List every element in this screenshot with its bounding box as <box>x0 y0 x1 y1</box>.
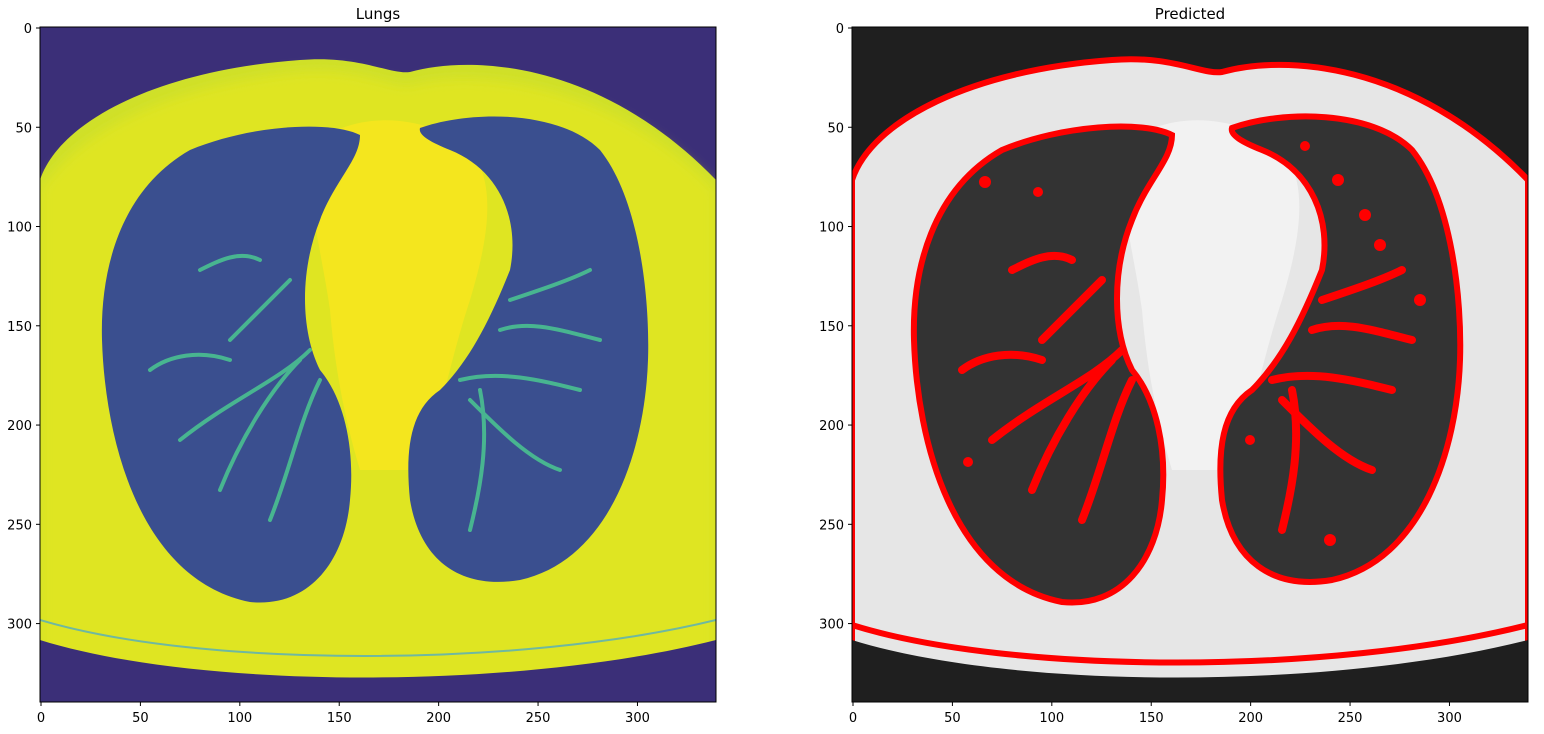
y-tick-label: 200 <box>7 419 32 434</box>
y-tick-label: 200 <box>819 419 844 434</box>
panel-predicted: Predicted <box>851 5 1529 703</box>
right-lung-contour <box>910 123 1176 606</box>
vessels-left-panel <box>148 253 602 532</box>
axes-frame-lungs <box>39 26 717 703</box>
table-line <box>40 619 716 657</box>
x-tick-label: 100 <box>227 711 252 726</box>
x-tick-label: 50 <box>132 711 149 726</box>
axes-frame-predicted <box>851 26 1529 703</box>
x-tick-label: 150 <box>1139 711 1164 726</box>
axis-ticks: 0 50 100 150 200 250 300 0 50 100 150 200 250 300 0 50 1… <box>7 22 1462 726</box>
panel-title-predicted: Predicted <box>1155 5 1225 23</box>
y-tick-label: 100 <box>819 221 844 236</box>
y-tick-label: 0 <box>836 22 844 37</box>
x-tick-label: 150 <box>327 711 352 726</box>
lungs-image <box>40 27 716 702</box>
y-tick-label: 50 <box>827 121 844 136</box>
x-tick-label: 200 <box>426 711 451 726</box>
predicted-nodules <box>963 141 1426 546</box>
x-tick-label: 0 <box>849 711 857 726</box>
x-tick-label: 300 <box>1437 711 1462 726</box>
y-tick-label: 100 <box>7 221 32 236</box>
left-lung-contour <box>1217 113 1464 585</box>
y-tick-label: 300 <box>7 618 32 633</box>
table-background <box>852 640 1528 702</box>
predicted-image <box>852 27 1528 702</box>
table-background <box>40 640 716 702</box>
table-contour <box>852 622 1528 666</box>
mediastinum <box>311 120 488 470</box>
x-tick-label: 300 <box>625 711 650 726</box>
x-tick-label: 200 <box>1238 711 1263 726</box>
y-tick-label: 300 <box>819 618 844 633</box>
y-tick-label: 150 <box>819 320 844 335</box>
right-lung <box>101 126 361 603</box>
y-tick-label: 0 <box>24 22 32 37</box>
predicted-vessels <box>958 251 1416 534</box>
x-tick-label: 0 <box>37 711 45 726</box>
panel-title-lungs: Lungs <box>356 5 401 23</box>
panel-lungs: Lungs <box>39 5 717 703</box>
y-tick-label: 250 <box>819 518 844 533</box>
x-tick-label: 100 <box>1039 711 1064 726</box>
x-tick-label: 250 <box>1338 711 1363 726</box>
x-tick-label: 250 <box>526 711 551 726</box>
x-tick-label: 50 <box>944 711 961 726</box>
y-tick-label: 250 <box>7 518 32 533</box>
y-tick-label: 50 <box>15 121 32 136</box>
left-lung <box>408 116 649 582</box>
y-tick-label: 150 <box>7 320 32 335</box>
